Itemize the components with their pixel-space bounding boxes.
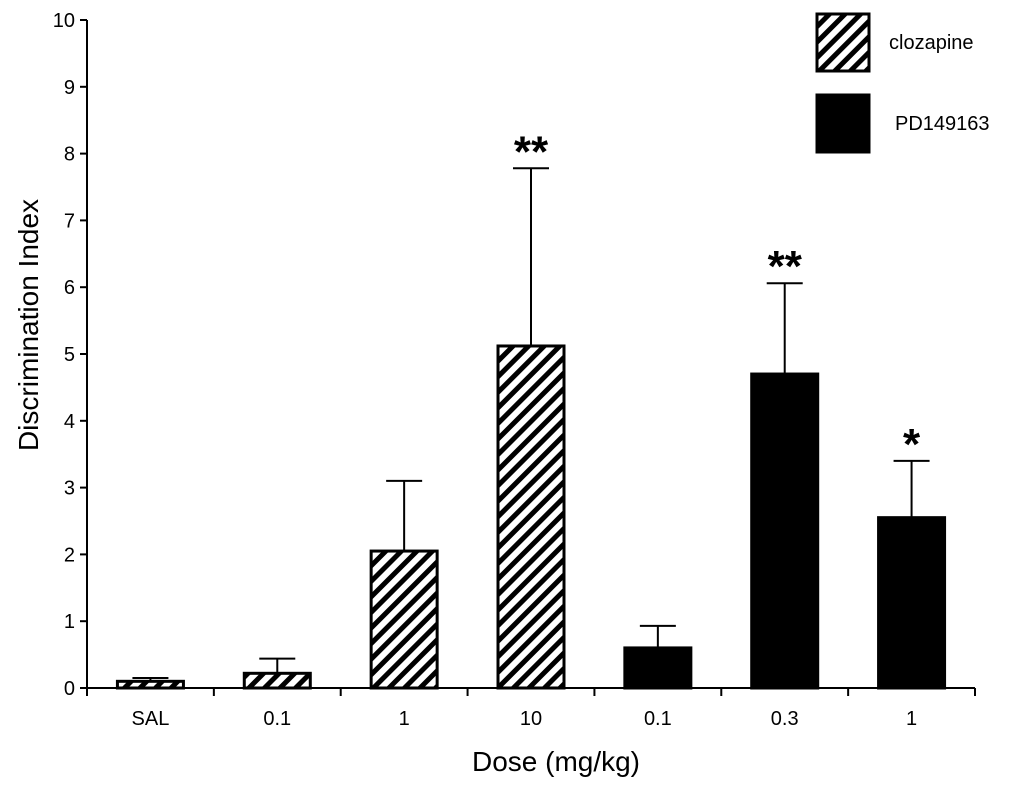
y-tick-label: 7 <box>64 210 75 232</box>
x-tick-label: 1 <box>399 708 410 730</box>
x-tick-label: 10 <box>520 708 542 730</box>
bar <box>877 516 947 690</box>
x-tick-label: 0.1 <box>644 708 672 730</box>
y-tick-label: 1 <box>64 611 75 633</box>
significance-mark: ** <box>768 242 803 291</box>
y-tick-label: 4 <box>64 411 75 433</box>
y-tick-label: 5 <box>64 344 75 366</box>
bar <box>750 372 820 690</box>
significance-mark: ** <box>514 127 549 176</box>
x-tick-label: 1 <box>906 708 917 730</box>
legend-label: PD149163 <box>895 113 990 135</box>
y-tick-label: 6 <box>64 277 75 299</box>
y-tick-label: 3 <box>64 478 75 500</box>
legend-swatch <box>815 93 871 154</box>
bar <box>623 646 693 690</box>
x-axis-title: Dose (mg/kg) <box>472 746 640 777</box>
significance-mark: * <box>903 420 921 469</box>
x-tick-label: 0.1 <box>263 708 291 730</box>
bar <box>369 549 439 690</box>
y-tick-label: 0 <box>64 678 75 700</box>
y-tick-label: 8 <box>64 144 75 166</box>
x-tick-label: 0.3 <box>771 708 799 730</box>
y-tick-label: 2 <box>64 544 75 566</box>
y-tick-label: 10 <box>53 10 75 32</box>
y-tick-label: 9 <box>64 77 75 99</box>
legend-label: clozapine <box>889 32 974 54</box>
bar <box>115 679 185 690</box>
bar <box>496 344 566 690</box>
legend-swatch <box>815 12 871 73</box>
bar <box>242 671 312 690</box>
y-axis-title: Discrimination Index <box>13 199 44 451</box>
x-tick-label: SAL <box>132 708 170 730</box>
